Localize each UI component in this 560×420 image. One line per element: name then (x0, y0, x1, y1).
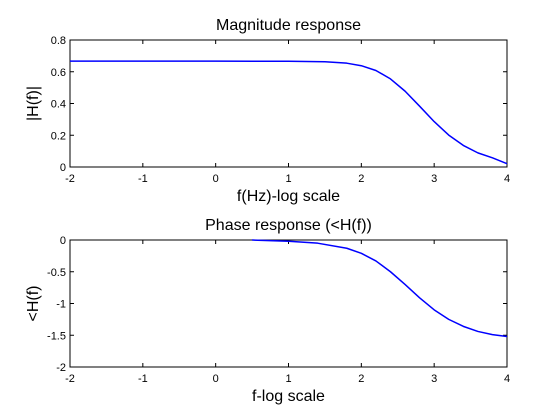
magnitude-y-tick-label: 0.2 (51, 130, 66, 142)
magnitude-x-tick-label: 0 (213, 173, 219, 185)
phase-x-tick-label: 2 (358, 373, 364, 385)
magnitude-x-tick-label: -1 (138, 173, 148, 185)
phase-x-tick-label: -2 (65, 373, 75, 385)
phase-title: Phase response (<H(f)) (205, 217, 372, 234)
phase-y-tick-label: -1.5 (47, 330, 66, 342)
phase-ylabel: <H(f) (25, 286, 42, 322)
magnitude-ylabel: |H(f)| (25, 86, 42, 121)
phase-x-tick-label: 0 (213, 373, 219, 385)
magnitude-x-tick-label: -2 (65, 173, 75, 185)
phase-xlabel: f-log scale (252, 388, 325, 405)
phase-plot: -2 -1 0 1 2 3 4 -2 -1.5 -1 -0.5 0 Phase response (<H… (25, 217, 510, 405)
magnitude-y-tick-label: 0.6 (51, 67, 66, 79)
magnitude-axes-box (69, 39, 508, 168)
phase-series-line (252, 239, 508, 338)
phase-x-tick-label: -1 (138, 373, 148, 385)
magnitude-y-tick-label: 0.8 (51, 35, 66, 47)
magnitude-title: Magnitude response (216, 17, 361, 34)
magnitude-x-tick-label: 1 (285, 173, 291, 185)
phase-x-tick-label: 3 (431, 373, 437, 385)
magnitude-xlabel: f(Hz)-log scale (237, 188, 340, 205)
magnitude-y-tick-label: 0 (60, 162, 66, 174)
phase-y-tick-label: -2 (56, 362, 66, 374)
phase-y-tick-label: -0.5 (47, 267, 66, 279)
magnitude-series-line (70, 60, 508, 165)
phase-x-tick-label: 1 (285, 373, 291, 385)
magnitude-plot: -2 -1 0 1 2 3 4 0 0.2 0.4 0.6 0.8 Magnitude response… (25, 17, 510, 205)
magnitude-y-tick-label: 0.4 (51, 99, 66, 111)
phase-axes-box (69, 239, 508, 368)
magnitude-x-tick-label: 4 (504, 173, 510, 185)
magnitude-x-tick-label: 2 (358, 173, 364, 185)
phase-y-tick-label: 0 (60, 235, 66, 247)
magnitude-x-tick-label: 3 (431, 173, 437, 185)
phase-x-tick-label: 4 (504, 373, 510, 385)
phase-y-tick-label: -1 (56, 299, 66, 311)
